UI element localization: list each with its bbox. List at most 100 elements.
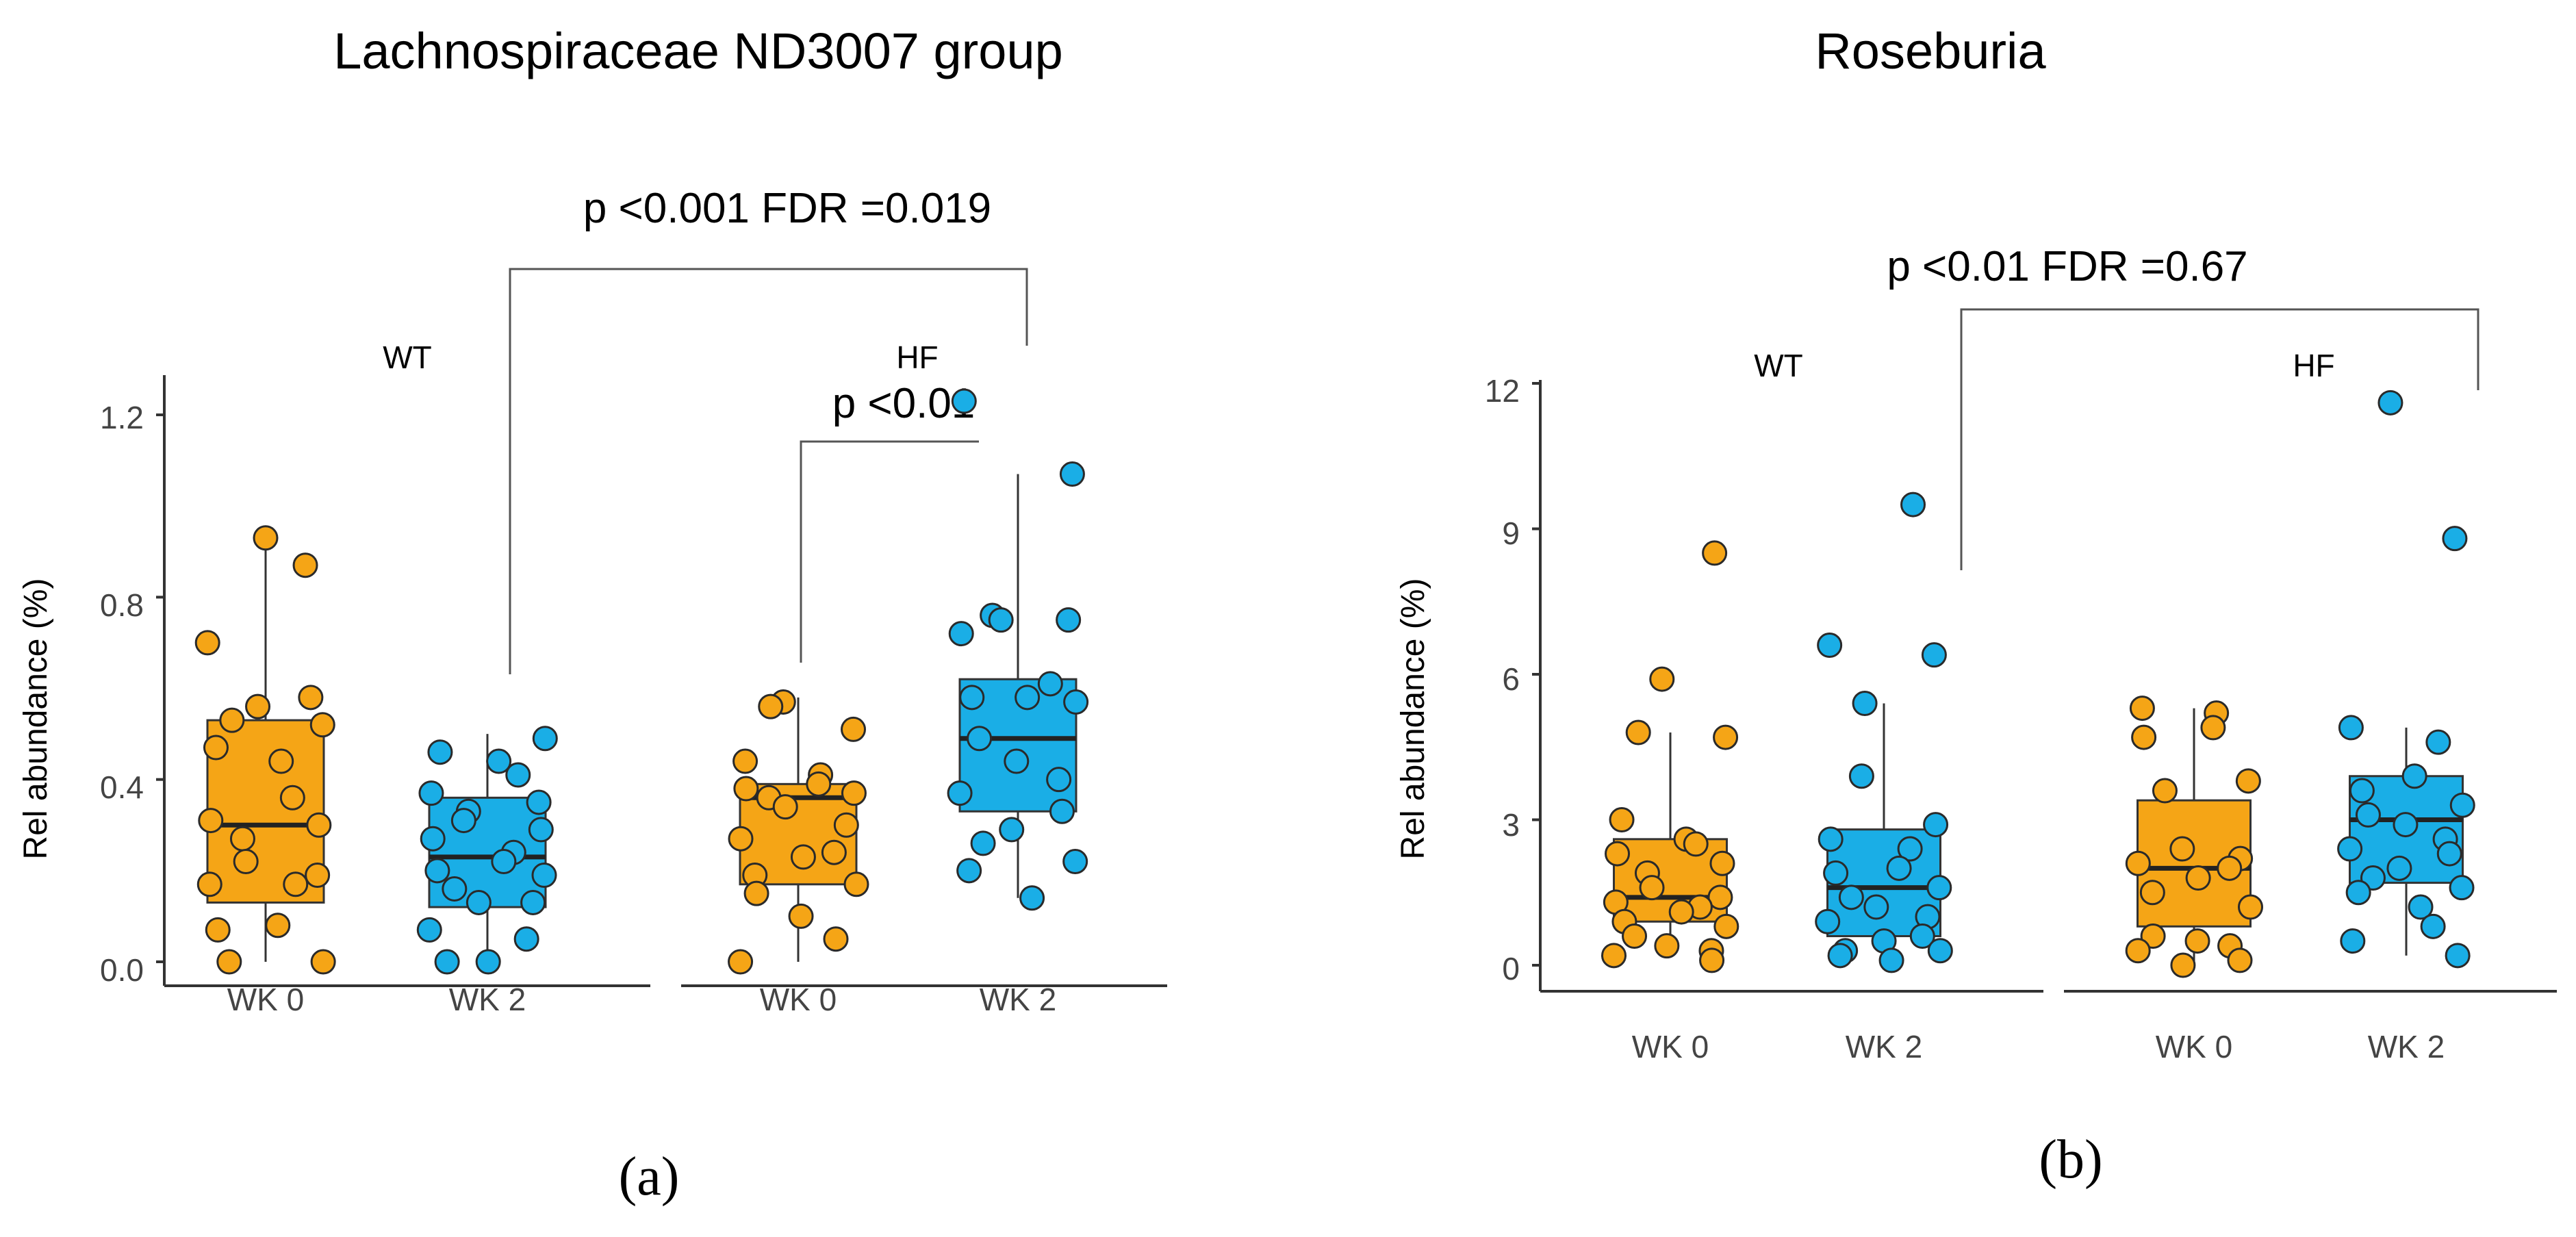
panel-b-hf-wk2-point xyxy=(2408,894,2434,920)
panel-a-hf-wk2-point xyxy=(1059,461,1085,487)
panel-a-hf-wk2-point xyxy=(1037,671,1063,697)
panel-b-wt-wk0-point xyxy=(1709,850,1735,876)
panel-b-hf-wk2-point xyxy=(2420,913,2446,939)
panel-a-comparison-label-2: p <0.01 xyxy=(832,380,975,427)
panel-a-wt-wk2-point xyxy=(442,876,468,902)
panel-b-y-tick-label: 12 xyxy=(1485,373,1520,409)
panel-a-wt-wk0-point xyxy=(245,693,271,719)
panel-a-hf-wk2-point xyxy=(988,607,1014,633)
panel-a-x-tick-hf-wk0: WK 0 xyxy=(760,982,837,1017)
panel-b-wt-wk0-point xyxy=(1601,943,1627,969)
panel-b-hf-wk0-point xyxy=(2152,778,2178,804)
panel-a-wt-wk0-point xyxy=(219,707,245,733)
panel-a-hf-wk0-point xyxy=(843,871,869,897)
panel-a: Lachnospiraceae ND3007 group p <0.001 FD… xyxy=(18,23,1167,1207)
panel-b-wt-wk2-point xyxy=(1823,860,1849,886)
panel-a-hf-wk0-point xyxy=(841,716,867,742)
panel-a-wt-wk0-point xyxy=(198,808,224,834)
panel-b-wt-wk2-point xyxy=(1921,642,1947,668)
panel-b-hf-wk2-point xyxy=(2445,943,2471,969)
panel-b-wt-wk2-point xyxy=(1838,884,1864,910)
panel-a-wt-wk0-point xyxy=(268,748,294,774)
panel-b-wt-wk2-point xyxy=(1827,943,1853,969)
panel-b-x-tick-hf-wk2: WK 2 xyxy=(2368,1029,2445,1064)
panel-a-hf-wk0-point xyxy=(772,794,798,820)
panel-a-wt-wk2-point xyxy=(434,949,460,975)
panel-b-wt-wk2-point xyxy=(1909,923,1935,949)
panel-a-hf-wk2-point xyxy=(1015,685,1041,711)
panel-a-wt-wk0-point xyxy=(283,871,309,897)
panel-b-wt-wk0-point xyxy=(1639,875,1665,901)
panel-a-wt-wk0-point xyxy=(309,712,335,738)
panel-b-wt-wk2-point xyxy=(1900,492,1926,518)
panel-b-hf-wk0-point xyxy=(2131,724,2157,750)
panel-b-y-axis-label: Rel abundance (%) xyxy=(1395,578,1431,860)
panel-a-wt-wk2-point xyxy=(475,949,501,975)
panel-a-title: Lachnospiraceae ND3007 group xyxy=(333,23,1063,79)
panel-b-wt-wk0-point xyxy=(1668,899,1694,925)
panel-b-hf-wk2-point xyxy=(2449,792,2475,818)
panel-b-wt-wk2-point xyxy=(1815,908,1841,934)
panel-a-x-tick-wt-wk0: WK 0 xyxy=(227,982,304,1017)
panel-b-x-tick-wt-wk0: WK 0 xyxy=(1632,1029,1709,1064)
panel-a-wt-wk2-point xyxy=(532,726,558,752)
panel-b-y-tick-label: 0 xyxy=(1502,951,1520,986)
panel-a-hf-wk2-point xyxy=(970,830,996,856)
panel-a-wt-wk2-point xyxy=(424,858,450,884)
panel-a-hf-wk2-point xyxy=(1046,767,1072,793)
panel-b-hf-wk2-point xyxy=(2401,763,2427,789)
panel-b-facet-label-hf: HF xyxy=(2293,348,2334,383)
panel-b-hf-wk0-point xyxy=(2184,928,2210,954)
panel-b-hf-wk0-point xyxy=(2129,696,2155,722)
panel-a-wt-wk2-point xyxy=(520,889,546,915)
panel-b-hf-wk0-point xyxy=(2200,715,2226,741)
panel-b-comparison-label-1: p <0.01 FDR =0.67 xyxy=(1887,243,2247,290)
panel-a-hf-wk0-point xyxy=(833,812,859,838)
panel-b-wt-wk2-point xyxy=(1923,812,1949,838)
panel-b-wt-wk2-point xyxy=(1818,826,1844,852)
panel-b-hf-wk0-point xyxy=(2227,947,2253,973)
panel-a-hf-wk0-point xyxy=(821,839,847,865)
panel-a-hf-wk0-point xyxy=(758,693,784,719)
panel-b-wt-wk0-point xyxy=(1713,724,1739,750)
panel-a-significance-bracket-2 xyxy=(800,440,979,663)
panel-a-wt-wk2-point xyxy=(513,926,539,952)
panel-b-wt-wk0-point xyxy=(1625,719,1651,745)
panel-a-hf-wk2-point xyxy=(956,858,982,884)
panel-a-wt-wk0-point xyxy=(292,552,318,578)
panel-a-wt-wk2-point xyxy=(491,849,517,875)
panel-a-wt-wk0-point xyxy=(265,913,291,939)
panel-b-hf-wk2-point xyxy=(2425,729,2451,755)
panel-b-x-tick-hf-wk0: WK 0 xyxy=(2156,1029,2232,1064)
panel-a-wt-wk2-point xyxy=(505,762,531,788)
panel-a-wt-wk0-point xyxy=(194,630,220,656)
panel-a-y-tick-label: 0.4 xyxy=(100,769,144,805)
panel-b-wt-wk0-point xyxy=(1702,540,1728,566)
panel-a-hf-wk2-point xyxy=(951,388,977,414)
panel-a-wt-wk2-point xyxy=(466,889,492,915)
panel-b-wt-wk2-point xyxy=(1852,691,1878,716)
panel-a-hf-wk2-point xyxy=(947,780,973,806)
panel-b-caption: (b) xyxy=(2039,1130,2102,1190)
panel-b-y-tick-label: 6 xyxy=(1502,661,1520,697)
panel-a-y-tick-label: 0.8 xyxy=(100,587,144,623)
panel-a-wt-wk2-point xyxy=(531,862,557,888)
panel-b-x-tick-wt-wk2: WK 2 xyxy=(1846,1029,1922,1064)
panel-a-hf-wk2-point xyxy=(1019,885,1045,911)
panel-a-wt-wk0-point xyxy=(196,871,222,897)
panel-b-hf-wk2-point xyxy=(2386,855,2412,881)
panel-a-x-tick-wt-wk2: WK 2 xyxy=(449,982,526,1017)
panel-a-wt-wk2-point xyxy=(427,739,453,765)
panel-b-hf-wk2-point xyxy=(2349,778,2375,804)
panel-b-facet-label-wt: WT xyxy=(1754,348,1803,383)
panel-a-hf-wk0-point xyxy=(732,748,758,774)
panel-a-wt-wk2-point xyxy=(528,817,554,843)
panel-a-wt-wk2-point xyxy=(486,748,512,774)
panel-a-hf-wk2-point xyxy=(967,726,993,752)
panel-b-hf-wk0-point xyxy=(2140,923,2166,949)
panel-a-hf-wk2-point xyxy=(1049,798,1075,824)
panel-a-hf-wk0-point xyxy=(823,926,849,952)
panel-a-wt-wk0-point xyxy=(205,917,231,943)
panel-b-hf-wk0-point xyxy=(2217,855,2243,881)
panel-b-hf-wk2-point xyxy=(2355,802,2381,828)
